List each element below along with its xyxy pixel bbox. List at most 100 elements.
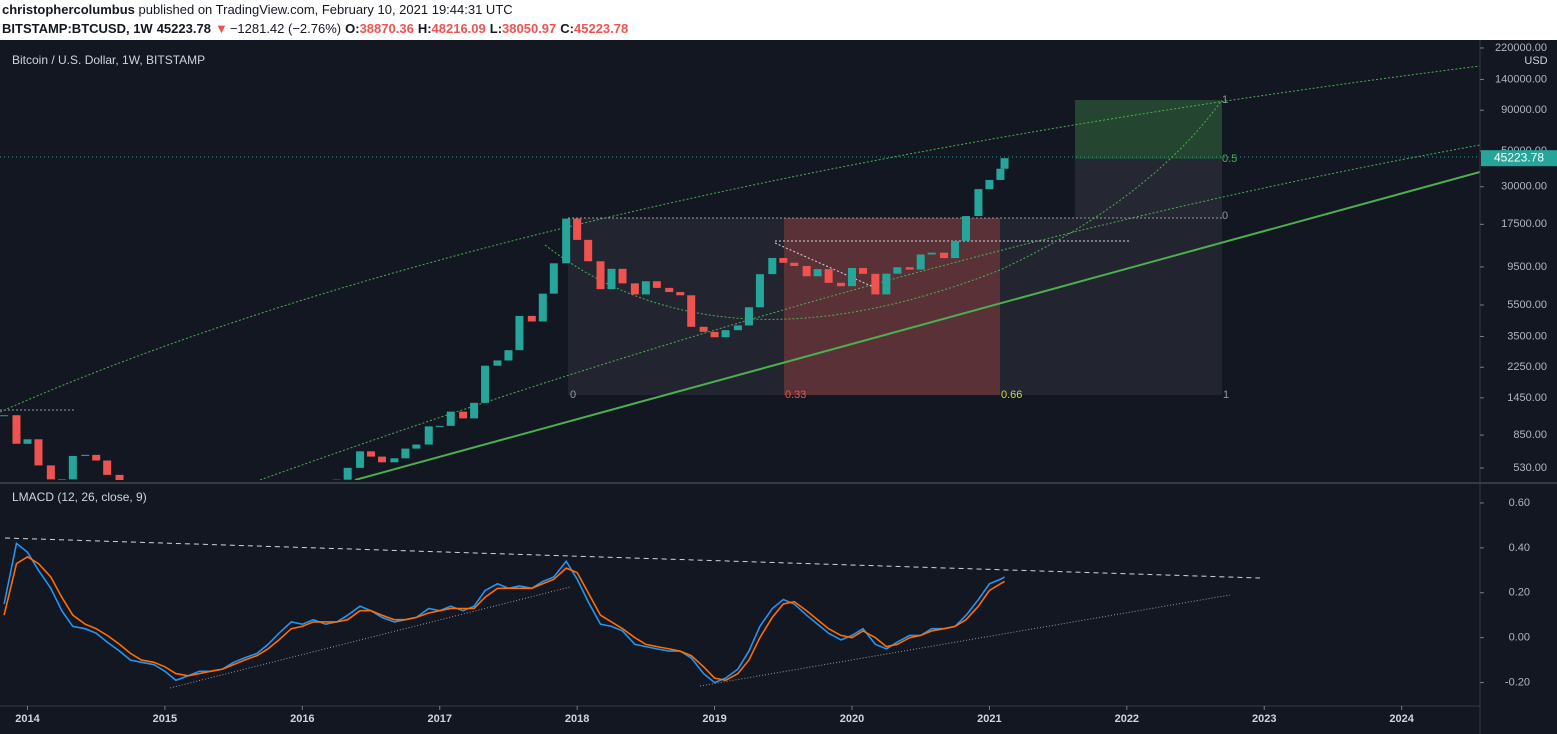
- candle: [401, 448, 410, 459]
- x-tick-label: 2019: [702, 713, 726, 725]
- candle: [905, 267, 914, 270]
- y-tick-label: 530.00: [1513, 462, 1547, 474]
- ohlc-label: L:: [489, 21, 503, 36]
- candle: [549, 263, 558, 294]
- trend-line: [354, 171, 1480, 480]
- candle: [92, 454, 101, 461]
- candle: [230, 511, 238, 516]
- candle: [1000, 158, 1009, 169]
- y-tick-label: 0.20: [1509, 587, 1530, 599]
- candle: [858, 267, 867, 274]
- macd-line: [3, 555, 1005, 682]
- candle: [847, 267, 856, 287]
- candle: [446, 411, 455, 426]
- candle: [927, 252, 936, 255]
- indicator-title: LMACD (12, 26, close, 9): [12, 490, 147, 504]
- candle: [275, 492, 283, 505]
- price-pane: [0, 158, 1009, 529]
- candle: [195, 522, 203, 525]
- last: 45223.78: [156, 21, 211, 36]
- y-tick-label: 1450.00: [1507, 392, 1547, 404]
- candle: [687, 295, 696, 327]
- x-tick-label: 2018: [565, 713, 589, 725]
- candle: [356, 451, 365, 468]
- candle: [676, 292, 685, 296]
- candle: [12, 415, 21, 444]
- y-tick-label: 850.00: [1513, 429, 1547, 441]
- candle: [435, 425, 444, 427]
- fib-label: 1: [1223, 389, 1229, 401]
- candle: [343, 467, 352, 480]
- candle: [298, 483, 306, 493]
- candle: [264, 504, 272, 524]
- candle: [871, 273, 880, 295]
- trend-curve: [544, 99, 1223, 320]
- candle: [150, 491, 158, 503]
- fib-label: 0: [1222, 210, 1228, 222]
- symbol: BITSTAMP:BTCUSD, 1W: [2, 21, 153, 36]
- x-tick-label: 2024: [1389, 713, 1414, 725]
- candle: [790, 262, 799, 266]
- author: christophercolumbus: [2, 2, 135, 17]
- price-marker-label: 45223.78: [1494, 150, 1544, 164]
- candle: [596, 261, 605, 290]
- x-tick-label: 2016: [290, 713, 314, 725]
- candle: [985, 179, 994, 190]
- candle: [378, 456, 387, 463]
- candle: [744, 307, 753, 326]
- axis-unit: USD: [1524, 55, 1547, 67]
- y-tick-label: 30000.00: [1501, 181, 1547, 193]
- ohlc-value: 38050.97: [502, 21, 557, 36]
- candle: [504, 350, 513, 361]
- candle: [951, 240, 960, 259]
- candle: [813, 269, 822, 277]
- candle: [527, 315, 536, 322]
- candle: [996, 168, 1005, 180]
- candle: [161, 503, 169, 529]
- x-tick-label: 2017: [427, 713, 451, 725]
- ohlc-value: 38870.36: [359, 21, 414, 36]
- y-tick-label: 0.00: [1509, 632, 1530, 644]
- chart-title: Bitcoin / U.S. Dollar, 1W, BITSTAMP: [12, 53, 205, 67]
- candle: [882, 273, 891, 295]
- ohlc-label: C:: [560, 21, 574, 36]
- ohlc-label: O:: [345, 21, 360, 36]
- candle: [962, 216, 971, 241]
- triangle-line: [774, 242, 881, 291]
- candle: [81, 454, 90, 456]
- trend-line: [4, 537, 1261, 579]
- candle: [219, 516, 227, 526]
- arrow: ▼: [214, 21, 228, 36]
- y-tick-label: 5500.00: [1507, 299, 1547, 311]
- candle: [390, 458, 399, 463]
- candle: [940, 252, 949, 259]
- x-tick-label: 2014: [15, 713, 40, 725]
- candle: [893, 267, 902, 274]
- fib-label: 0.66: [1001, 389, 1022, 401]
- fib-time-box: [568, 218, 1222, 395]
- candle: [412, 444, 421, 449]
- drawings: [0, 65, 1480, 480]
- candle: [68, 455, 77, 480]
- candle: [699, 326, 708, 332]
- y-tick-label: 140000.00: [1495, 73, 1547, 85]
- ohlc-value: 48216.09: [431, 21, 486, 36]
- target-box: [1075, 100, 1222, 159]
- trend-line: [169, 586, 571, 689]
- candle: [779, 257, 788, 263]
- fib-label: 0: [570, 389, 576, 401]
- candle: [253, 524, 261, 526]
- trend-curve: [0, 65, 1480, 413]
- published: published on TradingView.com, February 1…: [138, 2, 513, 17]
- change: −1281.42 (−2.76%): [229, 21, 342, 36]
- x-tick-label: 2022: [1115, 713, 1139, 725]
- candle: [710, 331, 719, 338]
- x-tick-label: 2020: [840, 713, 864, 725]
- fib-zone: [784, 218, 1000, 395]
- fib-label: 0.5: [1222, 153, 1237, 165]
- candle: [630, 283, 639, 295]
- candle: [665, 287, 674, 293]
- x-tick-label: 2023: [1252, 713, 1276, 725]
- candle: [481, 365, 490, 403]
- y-tick-label: 90000.00: [1501, 104, 1547, 116]
